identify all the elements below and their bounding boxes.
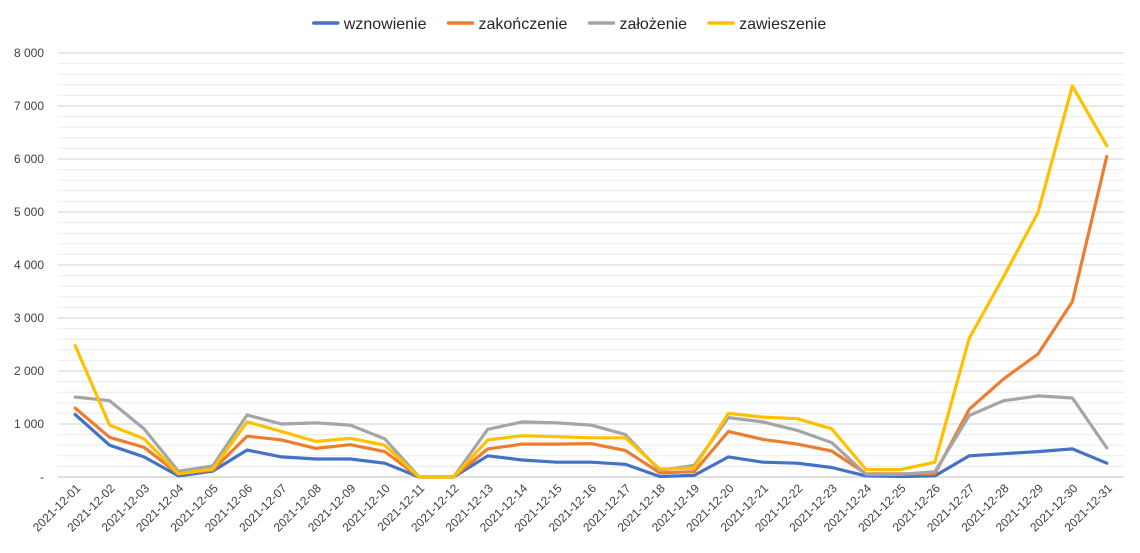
y-tick-label: 7 000 [14,99,44,113]
legend-label: zakończenie [479,16,568,33]
legend-label: wznowienie [343,16,427,33]
y-tick-label: 4 000 [14,258,44,272]
series-line-zawieszenie [73,84,1109,479]
y-tick-label: 8 000 [14,46,44,60]
y-tick-label: 6 000 [14,152,44,166]
y-tick-label: 1 000 [14,417,44,431]
legend-label: założenie [619,16,687,33]
y-tick-label: - [40,470,44,484]
y-tick-label: 5 000 [14,205,44,219]
gridlines [58,52,1124,478]
y-tick-label: 3 000 [14,311,44,325]
y-axis: - 1 000 2 000 3 000 4 000 5 000 6 000 7 000 8 00… [14,46,44,484]
series-line-wznowienie [73,412,1109,479]
series-line-założenie [73,394,1109,479]
x-axis: 2021-12-012021-12-022021-12-032021-12-04… [30,476,1124,535]
series-line-zakończenie [73,154,1109,479]
series-lines [73,84,1109,479]
legend-label: zawieszenie [739,16,826,33]
legend: wznowienie zakończenie założenie zawieszeni… [312,16,826,33]
y-tick-label: 2 000 [14,364,44,378]
